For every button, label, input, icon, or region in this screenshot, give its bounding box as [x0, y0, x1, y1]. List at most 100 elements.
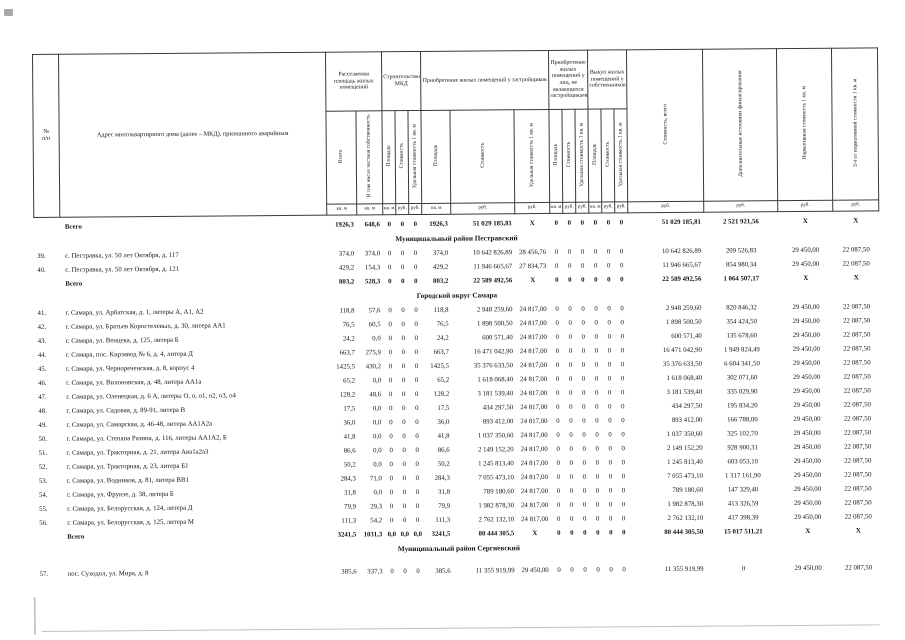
- value-cell: 0: [620, 304, 624, 312]
- value-cell: 0,0: [373, 488, 382, 496]
- value-cell: 24 817,00: [521, 515, 549, 523]
- value-cell: 0,0: [372, 418, 382, 426]
- value-cell: 0: [415, 432, 419, 440]
- value-cell: 0: [594, 389, 599, 397]
- value-cell: 1 982 878,30: [478, 501, 515, 510]
- value-cell: 0: [596, 566, 600, 574]
- value-cell: 0: [389, 432, 393, 440]
- value-cell: 22 087,50: [843, 317, 871, 325]
- subcol-area: Площадь: [587, 109, 602, 203]
- row-number: 52.: [38, 463, 48, 471]
- value-cell: 429,2: [338, 264, 355, 272]
- value-cell: 0: [414, 277, 418, 285]
- value-cell: 0: [402, 474, 407, 482]
- value-cell: 24 817,00: [520, 501, 549, 509]
- value-cell: 0: [387, 220, 392, 228]
- value-cell: 0: [595, 515, 600, 523]
- value-cell: 0: [401, 390, 406, 398]
- address-cell: Всего: [64, 223, 82, 231]
- value-cell: 51 029 185,81: [472, 219, 512, 228]
- value-cell: 22 087,50: [843, 359, 871, 367]
- value-cell: 1 317 161,90: [725, 471, 761, 480]
- total-cost-label: Стоимость, всего: [661, 103, 669, 145]
- value-cell: 2 762 132,10: [667, 514, 704, 522]
- value-cell: 275,9: [365, 348, 381, 356]
- value-cell: 0: [568, 361, 573, 369]
- value-cell: 128,2: [339, 391, 356, 399]
- group-header-nondeveloper-purchase: Приобретение жилых помещений у лиц, не я…: [548, 50, 588, 110]
- value-cell: 0: [568, 319, 572, 327]
- value-cell: 22 087,50: [843, 373, 871, 381]
- subcol-cost: Стоимость: [600, 108, 615, 203]
- header-group-row: № п/п Адрес многоквартирного дома (далее…: [32, 47, 879, 218]
- value-cell: 24 817,00: [520, 403, 548, 411]
- value-cell: X: [530, 276, 536, 284]
- value-cell: 50,2: [437, 460, 450, 468]
- value-cell: 413 326,59: [727, 499, 759, 508]
- value-cell: 354 424,50: [726, 317, 757, 326]
- row-number: [34, 217, 60, 235]
- value-cell: 0: [416, 567, 420, 575]
- subcol-label: Стоимость: [398, 143, 405, 169]
- value-cell: 0: [619, 218, 624, 226]
- value-cell: 0,0: [373, 460, 382, 468]
- value-cell: 128,2: [433, 390, 450, 398]
- subcol-total: Всего: [325, 110, 357, 205]
- value-cell: 0: [607, 319, 611, 327]
- value-cell: 0: [582, 403, 586, 411]
- unit-label: кв. м: [588, 202, 602, 214]
- value-cell: 22 087,50: [844, 499, 872, 507]
- value-cell: 0: [594, 319, 598, 327]
- value-cell: 31,8: [438, 488, 451, 496]
- value-cell: 29 450,00: [792, 260, 820, 268]
- row-number: 43.: [37, 337, 47, 345]
- subcol-label: Площадь: [432, 144, 439, 167]
- value-cell: X: [529, 219, 535, 227]
- value-cell: 16 471 042,90: [662, 346, 702, 354]
- value-cell: 10 642 826,89: [661, 247, 702, 255]
- value-cell: 11 355 919,99: [475, 566, 515, 575]
- value-cell: 22 087,50: [843, 387, 871, 395]
- value-cell: 0: [608, 431, 612, 439]
- row-number: 51.: [38, 449, 48, 457]
- value-cell: 0: [402, 516, 407, 524]
- value-cell: 0,0: [373, 432, 382, 440]
- value-cell: 0: [568, 333, 573, 341]
- value-cell: 24 817,00: [520, 431, 548, 439]
- subcol-cost: Стоимость: [449, 109, 515, 204]
- value-cell: 0: [414, 376, 419, 384]
- row-number: [34, 278, 60, 292]
- value-cell: 0: [621, 472, 626, 480]
- value-cell: 0: [608, 487, 613, 495]
- value-cell: 0: [389, 474, 394, 482]
- normative-cost-label: Нормативная стоимость 1 кв. м: [801, 86, 808, 160]
- value-cell: 0: [621, 486, 626, 494]
- value-cell: 0: [402, 404, 406, 412]
- subcol-unit-cost: Удельная стоимость 1 кв. м: [407, 110, 422, 204]
- value-cell: 24 817,00: [519, 361, 548, 369]
- value-cell: 385,6: [435, 567, 451, 575]
- value-cell: 24 817,00: [520, 389, 548, 397]
- value-cell: 0: [569, 501, 574, 509]
- value-cell: 29 450,00: [792, 317, 820, 325]
- value-cell: 0: [581, 276, 585, 284]
- value-cell: 528,3: [364, 277, 381, 285]
- value-cell: 820 846,32: [726, 303, 757, 312]
- value-cell: 7 055 473,10: [478, 473, 514, 482]
- value-cell: 0: [568, 347, 573, 355]
- subcol-unit-cost: Удельная стоимость 1 кв. м: [513, 109, 550, 203]
- value-cell: 663,7: [433, 348, 449, 356]
- value-cell: 0: [621, 514, 626, 522]
- value-cell: 0: [401, 362, 406, 370]
- value-cell: 1 982 878,30: [667, 500, 704, 508]
- value-cell: 0,0: [372, 334, 381, 342]
- value-cell: 0: [402, 432, 406, 440]
- value-cell: 29 450,00: [792, 303, 820, 311]
- value-cell: 0: [581, 319, 585, 327]
- value-cell: 22 589 492,56: [473, 276, 513, 285]
- value-cell: 0: [619, 247, 624, 255]
- unit-label: кв. м: [382, 203, 396, 215]
- value-cell: 24 817,00: [519, 319, 547, 327]
- value-cell: 0,0: [373, 446, 382, 454]
- value-cell: 22 087,50: [844, 485, 872, 493]
